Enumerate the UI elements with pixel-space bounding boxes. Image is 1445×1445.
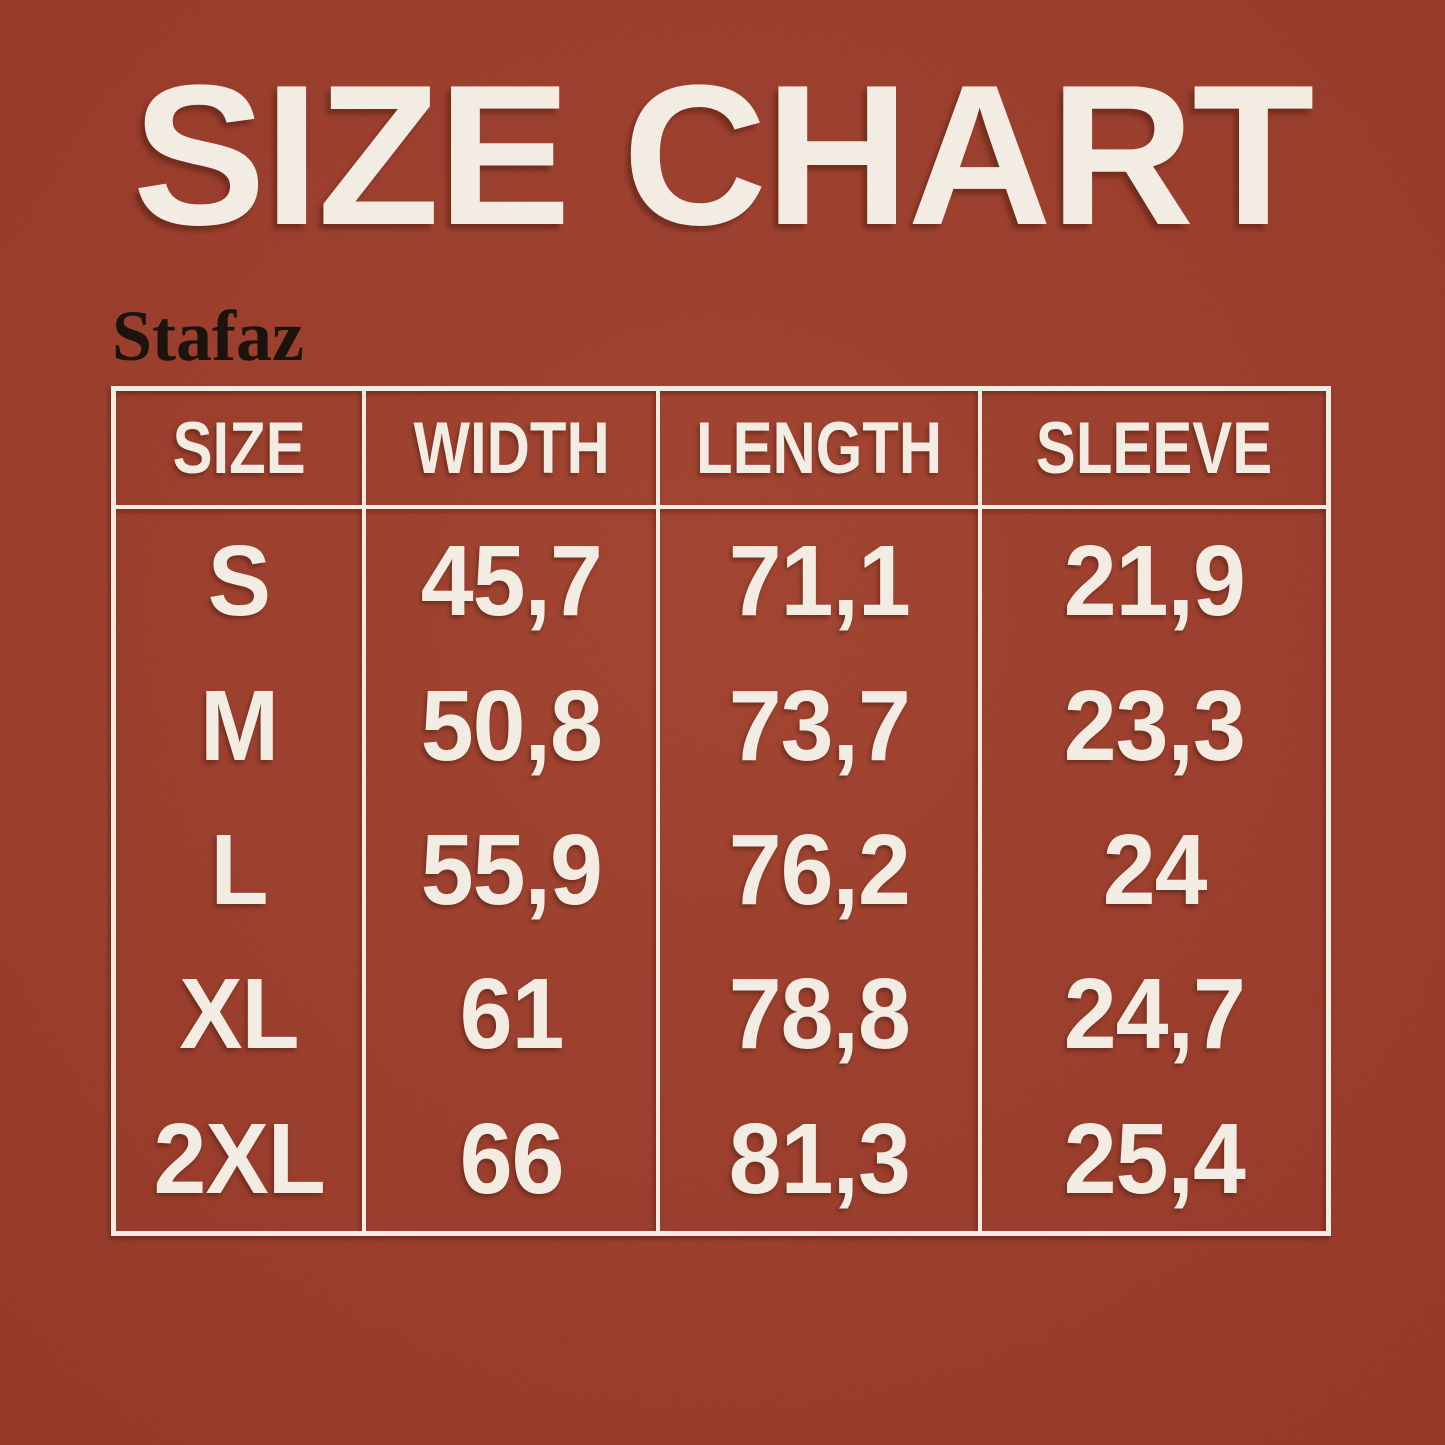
cell-2-length: 76,2 (660, 797, 983, 943)
size-table: SIZE WIDTH LENGTH SLEEVE S 45,7 71,1 21,… (111, 386, 1331, 1236)
cell-0-sleeve-value: 21,9 (1063, 525, 1246, 638)
cell-1-size: M (116, 653, 367, 798)
cell-2-length-value: 76,2 (728, 813, 911, 926)
cell-3-sleeve-value: 24,7 (1063, 958, 1246, 1071)
cell-1-length: 73,7 (660, 653, 983, 798)
cell-1-sleeve-value: 23,3 (1063, 669, 1246, 782)
cell-0-length-value: 71,1 (728, 525, 911, 638)
page-title: SIZE CHART (0, 56, 1445, 256)
header-length-label: LENGTH (696, 407, 943, 489)
cell-4-sleeve-value: 25,4 (1063, 1102, 1246, 1215)
cell-1-width: 50,8 (366, 653, 661, 798)
cell-4-width-value: 66 (459, 1102, 565, 1215)
cell-0-width-value: 45,7 (420, 525, 603, 638)
cell-2-sleeve: 24 (982, 798, 1326, 942)
cell-2-width-value: 55,9 (420, 813, 603, 926)
cell-3-length-value: 78,8 (728, 958, 911, 1071)
cell-2-sleeve-value: 24 (1102, 813, 1207, 926)
cell-0-sleeve: 21,9 (982, 509, 1326, 653)
header-sleeve: SLEEVE (982, 391, 1326, 509)
cell-0-length: 71,1 (660, 509, 983, 654)
cell-1-width-value: 50,8 (420, 669, 603, 782)
cell-4-width: 66 (366, 1086, 661, 1231)
cell-0-size-value: S (208, 525, 271, 638)
cell-4-size-value: 2XL (153, 1102, 326, 1215)
cell-4-length-value: 81,3 (728, 1102, 911, 1215)
header-length: LENGTH (660, 391, 983, 509)
cell-3-width-value: 61 (459, 958, 565, 1071)
cell-1-size-value: M (200, 669, 279, 782)
cell-2-width: 55,9 (366, 797, 661, 943)
brand-label: Stafaz (112, 296, 304, 376)
cell-3-length: 78,8 (660, 942, 983, 1087)
header-sleeve-label: SLEEVE (1036, 407, 1273, 489)
cell-0-width: 45,7 (366, 509, 661, 654)
cell-3-width: 61 (366, 942, 661, 1087)
header-size: SIZE (116, 391, 367, 509)
cell-4-size: 2XL (116, 1086, 367, 1231)
header-width-label: WIDTH (413, 407, 610, 489)
header-width: WIDTH (366, 391, 661, 509)
cell-1-sleeve: 23,3 (982, 653, 1326, 797)
cell-3-sleeve: 24,7 (982, 942, 1326, 1086)
cell-0-size: S (116, 509, 367, 654)
header-size-label: SIZE (172, 407, 306, 489)
cell-1-length-value: 73,7 (728, 669, 911, 782)
cell-2-size-value: L (210, 813, 269, 926)
cell-2-size: L (116, 797, 367, 943)
page-title-text: SIZE CHART (132, 44, 1315, 267)
cell-4-length: 81,3 (660, 1086, 983, 1231)
cell-4-sleeve: 25,4 (982, 1087, 1326, 1231)
cell-3-size: XL (116, 942, 367, 1087)
cell-3-size-value: XL (179, 958, 299, 1071)
